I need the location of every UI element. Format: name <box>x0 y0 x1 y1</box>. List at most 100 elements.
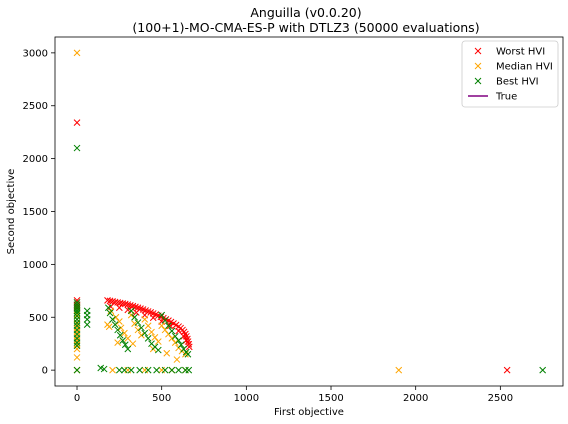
point-best-hvi <box>73 316 81 323</box>
point-median-hvi-stroke-b <box>154 338 162 345</box>
point-median-hvi <box>134 326 142 334</box>
point-best-hvi <box>141 329 149 337</box>
point-best-hvi-stroke-b <box>121 366 128 374</box>
point-median-hvi <box>115 318 123 325</box>
point-best-hvi-stroke-b <box>185 366 193 374</box>
point-median-hvi <box>163 349 171 357</box>
x-tick-label: 500 <box>152 393 171 404</box>
point-best-hvi-stroke-b <box>158 311 166 319</box>
point-best-hvi <box>127 307 135 315</box>
point-median-hvi <box>121 329 128 337</box>
point-best-hvi <box>114 326 122 334</box>
point-best-hvi <box>177 341 185 349</box>
point-best-hvi <box>136 366 144 374</box>
x-tick-label: 0 <box>74 393 80 404</box>
point-best-hvi <box>119 337 127 344</box>
point-best-hvi-stroke-b <box>131 313 138 321</box>
point-median-hvi-stroke-b <box>395 366 403 374</box>
point-median-hvi-stroke-b <box>115 318 123 325</box>
point-best-hvi <box>73 312 81 320</box>
point-best-hvi <box>131 313 138 321</box>
point-best-hvi-stroke-b <box>73 366 81 374</box>
point-worst-hvi <box>109 298 116 305</box>
point-best-hvi-stroke-b <box>73 339 81 346</box>
point-median-hvi-stroke-b <box>129 340 137 348</box>
point-worst-hvi-stroke-b <box>132 309 140 316</box>
point-median-hvi-stroke-b <box>73 354 81 361</box>
point-median-hvi-stroke-b <box>105 323 113 331</box>
point-worst-hvi <box>73 119 81 127</box>
x-tick-label: 1000 <box>234 393 259 404</box>
point-worst-hvi-stroke-b <box>184 338 192 345</box>
y-tick-label: 500 <box>29 313 48 324</box>
point-best-hvi <box>144 366 152 374</box>
y-tick-label: 2000 <box>23 154 48 165</box>
point-best-hvi <box>134 319 142 326</box>
point-median-hvi <box>114 339 122 346</box>
point-median-hvi-stroke-b <box>109 366 116 374</box>
point-best-hvi <box>73 307 81 315</box>
x-tick-label: 2000 <box>403 393 428 404</box>
point-worst-hvi-stroke-b <box>503 366 511 374</box>
point-best-hvi <box>539 366 547 374</box>
point-best-hvi <box>161 317 169 324</box>
point-best-hvi-stroke-b <box>175 337 182 344</box>
y-tick-label: 3000 <box>23 48 48 59</box>
point-best-hvi <box>83 321 91 329</box>
point-median-hvi <box>73 345 81 353</box>
point-worst-hvi-stroke-b <box>134 304 142 312</box>
point-best-hvi-stroke-b <box>121 341 129 349</box>
y-tick-label: 0 <box>42 366 48 377</box>
point-worst-hvi <box>104 296 111 304</box>
point-median-hvi <box>112 313 120 321</box>
point-worst-hvi-stroke-b <box>172 321 180 329</box>
point-median-hvi-stroke-b <box>158 322 166 330</box>
point-best-hvi <box>124 345 132 353</box>
legend-label-best-hvi: Best HVI <box>496 77 539 88</box>
point-worst-hvi-stroke-b <box>166 322 174 330</box>
point-best-hvi <box>73 342 81 350</box>
point-best-hvi <box>154 346 162 354</box>
point-worst-hvi-stroke-b <box>165 317 172 324</box>
point-median-hvi <box>395 366 403 374</box>
x-tick-label: 1500 <box>318 393 343 404</box>
point-best-hvi-stroke-b <box>109 316 116 323</box>
point-best-hvi-stroke-b <box>153 366 160 374</box>
point-best-hvi <box>127 366 135 374</box>
point-best-hvi <box>73 319 81 326</box>
point-best-hvi-stroke-b <box>134 319 142 326</box>
point-worst-hvi <box>180 332 188 340</box>
point-worst-hvi <box>114 299 122 306</box>
point-best-hvi <box>175 337 182 344</box>
point-best-hvi <box>106 309 114 317</box>
point-worst-hvi-stroke-b <box>116 299 124 307</box>
point-median-hvi-stroke-b <box>124 335 132 342</box>
point-median-hvi-stroke-b <box>144 322 152 330</box>
point-worst-hvi <box>132 309 140 316</box>
point-worst-hvi-stroke-b <box>119 300 127 307</box>
point-worst-hvi <box>129 302 137 310</box>
point-best-hvi <box>83 316 91 323</box>
point-best-hvi <box>73 144 81 152</box>
legend-swatch-best-hvi <box>474 77 482 85</box>
point-worst-hvi-stroke-b <box>147 309 155 316</box>
point-best-hvi <box>184 350 192 358</box>
point-best-hvi <box>116 331 124 339</box>
chart-subtitle: (100+1)-MO-CMA-ES-P with DTLZ3 (50000 ev… <box>132 20 479 35</box>
point-worst-hvi <box>166 322 174 330</box>
point-median-hvi-stroke-b <box>73 49 81 57</box>
point-best-hvi-stroke-b <box>168 366 176 374</box>
point-best-hvi-stroke-b <box>171 332 179 340</box>
point-best-hvi-stroke-b <box>184 350 192 358</box>
legend-swatch-median-hvi <box>474 62 482 70</box>
point-worst-hvi <box>182 337 190 344</box>
point-best-hvi-stroke-b <box>138 324 145 332</box>
point-median-hvi <box>171 339 179 346</box>
legend-swatch-worst-hvi <box>474 47 482 55</box>
point-best-hvi-stroke-b <box>119 337 127 344</box>
legend-label-true: True <box>495 92 517 103</box>
point-worst-hvi-stroke-b <box>121 300 129 308</box>
point-median-hvi-stroke-b <box>171 339 179 346</box>
point-worst-hvi-stroke-b <box>152 311 160 318</box>
point-best-hvi-stroke-b <box>73 312 81 320</box>
